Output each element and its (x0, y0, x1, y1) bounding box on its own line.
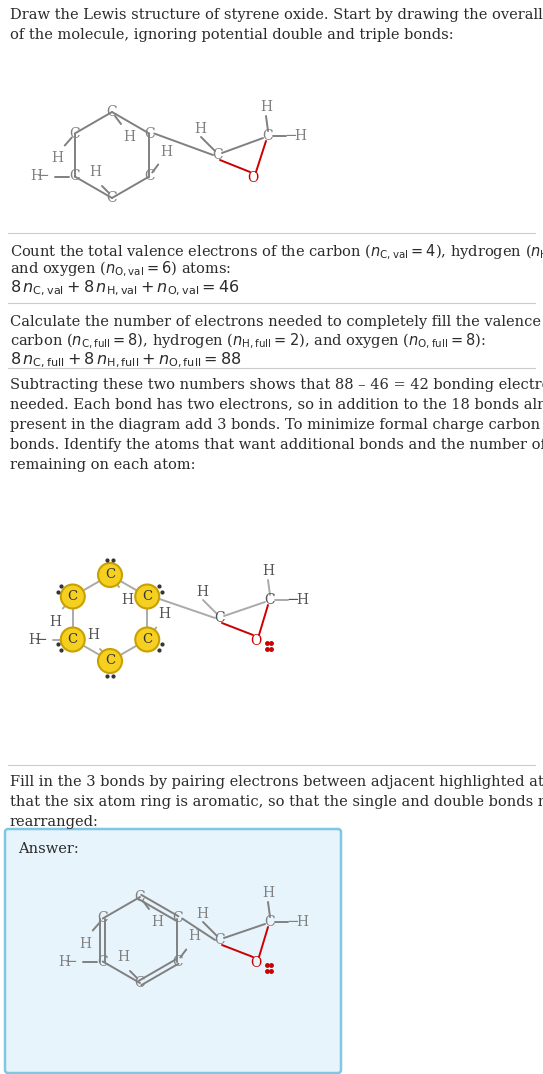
Text: C: C (68, 633, 78, 645)
Text: C: C (97, 955, 108, 969)
Ellipse shape (98, 563, 122, 587)
Text: −: − (36, 170, 49, 184)
Text: O: O (250, 956, 262, 970)
Text: C: C (97, 912, 108, 926)
Text: H: H (196, 585, 208, 599)
Text: C: C (172, 955, 182, 969)
Text: Answer:: Answer: (18, 842, 79, 856)
Text: H: H (117, 950, 129, 964)
Text: H: H (87, 628, 99, 642)
Text: H: H (80, 937, 92, 950)
Text: H: H (188, 929, 200, 943)
Text: H: H (294, 129, 306, 143)
Text: Fill in the 3 bonds by pairing electrons between adjacent highlighted atoms. Not: Fill in the 3 bonds by pairing electrons… (10, 775, 543, 829)
Text: Count the total valence electrons of the carbon ($n_\mathrm{C,val} = 4$), hydrog: Count the total valence electrons of the… (10, 243, 543, 262)
Text: H: H (29, 633, 41, 647)
Text: O: O (248, 171, 258, 185)
Text: H: H (160, 145, 172, 159)
Ellipse shape (135, 627, 159, 652)
Text: H: H (262, 886, 274, 900)
Text: C: C (68, 590, 78, 603)
Ellipse shape (61, 627, 85, 652)
Text: H: H (123, 130, 135, 144)
Text: Draw the Lewis structure of styrene oxide. Start by drawing the overall structur: Draw the Lewis structure of styrene oxid… (10, 8, 543, 42)
Text: $8\,n_\mathrm{C,val} + 8\,n_\mathrm{H,val} + n_\mathrm{O,val} = 46$: $8\,n_\mathrm{C,val} + 8\,n_\mathrm{H,va… (10, 279, 239, 299)
Ellipse shape (61, 584, 85, 609)
Ellipse shape (135, 584, 159, 609)
Text: C: C (70, 170, 80, 184)
Text: −: − (34, 633, 47, 647)
Text: H: H (196, 908, 208, 921)
Text: C: C (172, 912, 182, 926)
Text: C: C (106, 191, 117, 205)
Text: H: H (296, 915, 308, 929)
Text: H: H (158, 608, 171, 622)
Text: −: − (65, 955, 77, 969)
Text: C: C (213, 148, 223, 162)
Text: C: C (264, 593, 275, 607)
Text: H: H (262, 564, 274, 578)
Text: −: − (287, 593, 299, 607)
Text: C: C (105, 654, 115, 668)
Text: C: C (144, 127, 155, 141)
Text: O: O (250, 634, 262, 648)
Text: Subtracting these two numbers shows that 88 – 46 = 42 bonding electrons are
need: Subtracting these two numbers shows that… (10, 378, 543, 473)
Text: C: C (264, 915, 275, 929)
Text: C: C (142, 590, 152, 603)
Text: H: H (59, 955, 71, 969)
Text: −: − (285, 129, 298, 143)
Text: H: H (194, 122, 206, 136)
Text: H: H (52, 151, 64, 165)
Text: and oxygen ($n_\mathrm{O,val} = 6$) atoms:: and oxygen ($n_\mathrm{O,val} = 6$) atom… (10, 260, 231, 279)
Ellipse shape (98, 649, 122, 673)
Text: H: H (296, 593, 308, 607)
Text: C: C (144, 170, 155, 184)
Text: C: C (135, 890, 146, 904)
Text: C: C (142, 633, 152, 645)
Text: H: H (121, 593, 133, 607)
Text: carbon ($n_\mathrm{C,full} = 8$), hydrogen ($n_\mathrm{H,full} = 2$), and oxygen: carbon ($n_\mathrm{C,full} = 8$), hydrog… (10, 332, 486, 351)
Text: H: H (89, 165, 101, 179)
Text: C: C (106, 105, 117, 119)
Text: Calculate the number of electrons needed to completely fill the valence shells f: Calculate the number of electrons needed… (10, 315, 543, 329)
FancyBboxPatch shape (5, 829, 341, 1073)
Text: C: C (70, 127, 80, 141)
Text: C: C (105, 568, 115, 581)
Text: C: C (214, 933, 225, 947)
Text: H: H (31, 170, 43, 184)
Text: H: H (260, 100, 272, 114)
Text: −: − (287, 915, 299, 929)
Text: C: C (263, 129, 273, 143)
Text: H: H (151, 915, 163, 929)
Text: H: H (50, 614, 62, 628)
Text: $8\,n_\mathrm{C,full} + 8\,n_\mathrm{H,full} + n_\mathrm{O,full} = 88$: $8\,n_\mathrm{C,full} + 8\,n_\mathrm{H,f… (10, 351, 242, 371)
Text: C: C (214, 611, 225, 625)
Text: C: C (135, 976, 146, 990)
